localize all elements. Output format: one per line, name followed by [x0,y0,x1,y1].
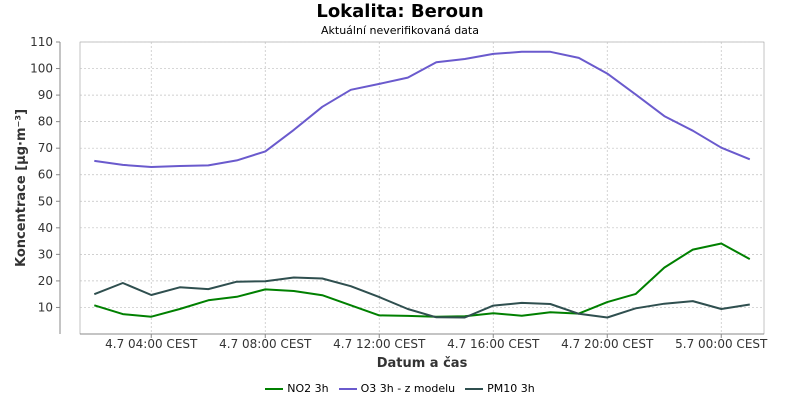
y-tick-label: 70 [38,141,53,155]
chart-subtitle: Aktuální neverifikovaná data [321,24,479,37]
x-tick-label: 4.7 16:00 CEST [447,337,540,351]
y-tick-label: 100 [30,62,53,76]
legend-item: O3 3h - z modelu [338,382,456,396]
x-tick-label: 4.7 12:00 CEST [333,337,426,351]
y-tick-label: 30 [38,247,53,261]
y-tick-label: 50 [38,194,53,208]
legend-swatch [465,388,484,390]
y-axis-label: Koncentrace [µg·m⁻³] [14,109,29,267]
legend: NO2 3h O3 3h - z modelu PM10 3h [0,380,800,396]
legend-label: NO2 3h [287,382,329,395]
x-tick-label: 4.7 08:00 CEST [219,337,312,351]
y-tick-label: 60 [38,168,53,182]
series-line-1 [94,50,751,168]
x-tick-label: 4.7 20:00 CEST [561,337,654,351]
legend-item: PM10 3h [465,382,535,396]
series-line-2 [93,276,750,319]
plot-area [79,41,765,335]
legend-swatch [265,388,284,390]
y-ticks: 10 20 30 40 50 60 70 80 90 100 110 [30,35,60,314]
y-tick-label: 110 [30,35,53,49]
legend-swatch [338,388,357,390]
y-tick-label: 90 [38,88,53,102]
legend-item: NO2 3h [265,382,329,396]
x-axis-label: Datum a čas [377,356,468,371]
x-tick-label: 4.7 04:00 CEST [105,337,198,351]
x-ticks: 4.7 04:00 CEST 4.7 08:00 CEST 4.7 12:00 CE… [105,334,768,351]
y-tick-label: 20 [38,274,53,288]
legend-label: PM10 3h [487,382,535,395]
series-lines [93,50,751,319]
y-tick-label: 80 [38,115,53,129]
chart-title: Lokalita: Beroun [316,1,484,22]
y-tick-label: 10 [38,300,53,314]
legend-label: O3 3h - z modelu [360,382,456,395]
axes [59,42,764,335]
series-line-0 [94,242,751,318]
y-tick-label: 40 [38,221,53,235]
x-tick-label: 5.7 00:00 CEST [675,337,768,351]
